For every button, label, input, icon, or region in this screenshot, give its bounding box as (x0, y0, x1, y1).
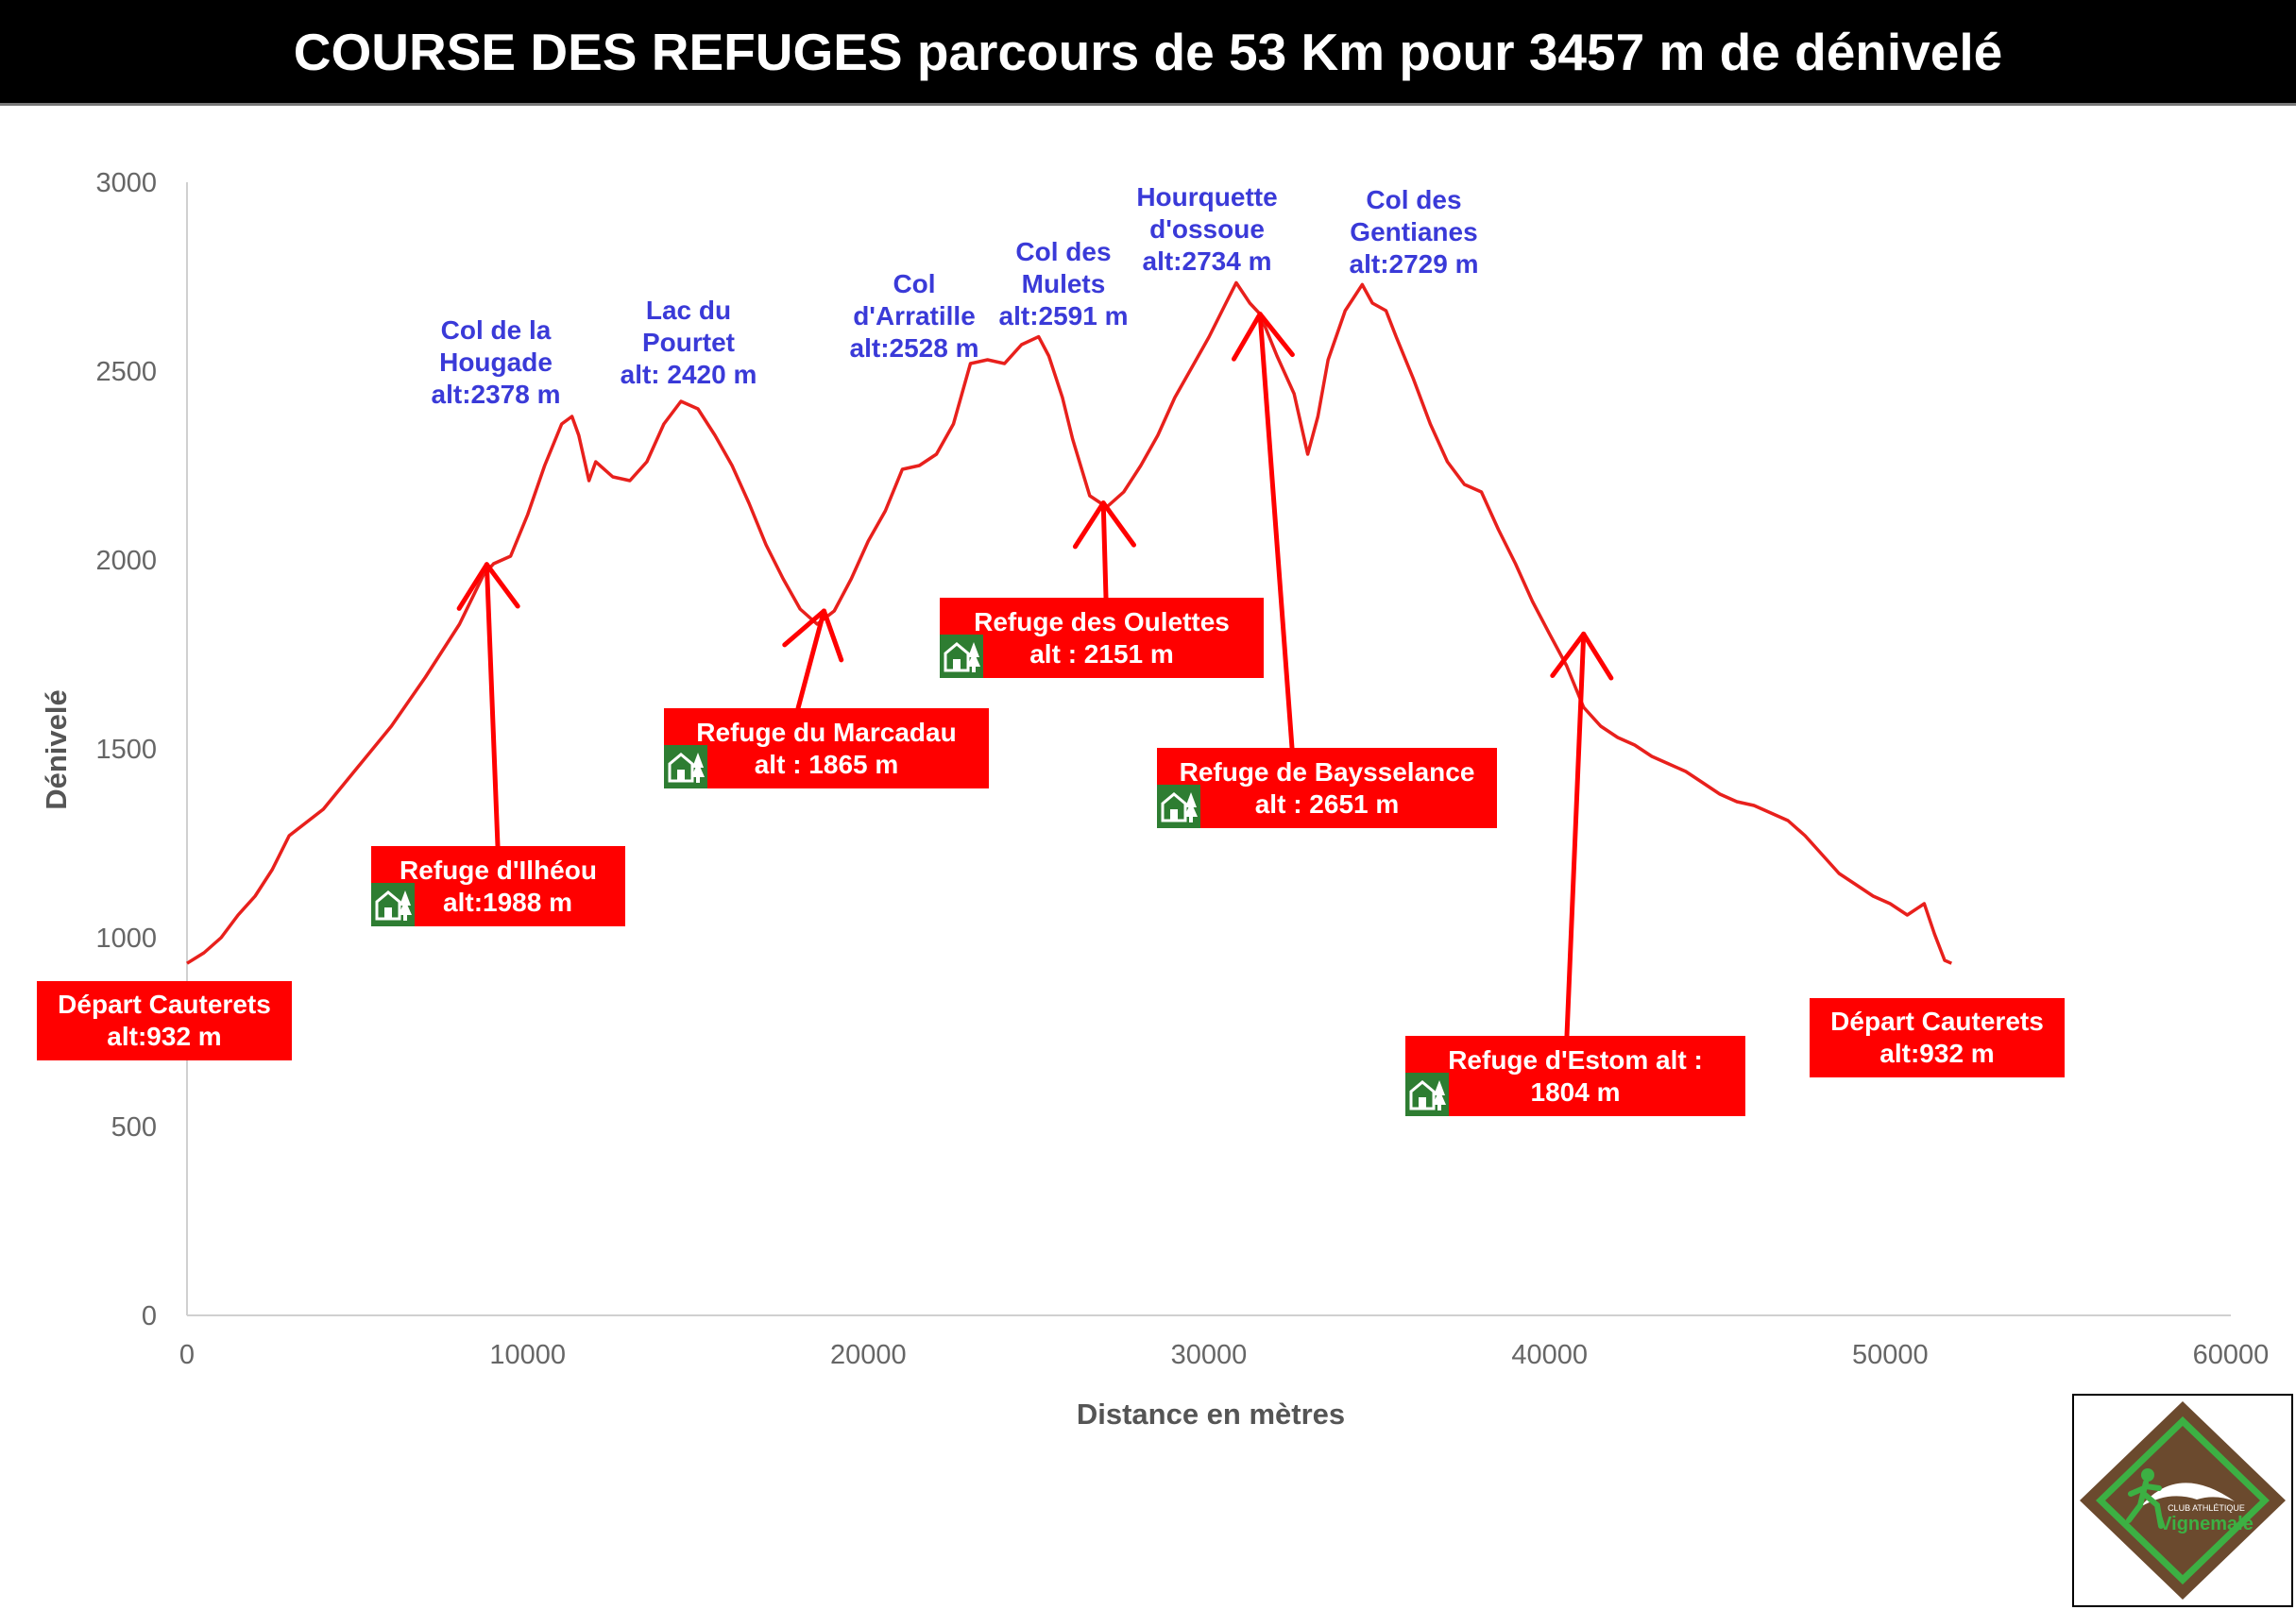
peak-label-line: Col (893, 269, 936, 298)
peak-label-line: Pourtet (642, 328, 735, 357)
peak-label-line: Lac du (645, 296, 732, 325)
y-tick-label: 1500 (95, 735, 157, 765)
refuge-oulettes-alt: alt : 2151 m (1029, 638, 1174, 669)
refuge-label-baysselance: Refuge de Baysselance alt : 2651 m (1157, 748, 1497, 828)
logo-name-text: Vignemale (2159, 1514, 2253, 1534)
finish-label-line2: alt:932 m (1879, 1039, 1995, 1068)
refuge-label-estom: Refuge d'Estom alt : 1804 m (1405, 1036, 1745, 1116)
start-label-line2: alt:932 m (107, 1022, 222, 1051)
refuge-hut-icon (664, 745, 707, 788)
refuge-hut-icon (371, 883, 415, 926)
arrow-refuge-estom (1550, 631, 1614, 1039)
peak-label-line: Mulets (1021, 269, 1106, 298)
refuge-label-ilheou: Refuge d'Ilhéou alt:1988 m (371, 846, 625, 926)
club-logo: CLUB ATHLÉTIQUE Vignemale (2072, 1394, 2293, 1607)
peak-label-line: alt:2591 m (998, 301, 1129, 330)
start-label: Départ Cauterets alt:932 m (37, 981, 292, 1060)
peak-label-line: Col des (1015, 237, 1112, 266)
x-tick-label: 30000 (1171, 1340, 1248, 1370)
elevation-series-line (186, 280, 1953, 965)
peak-label-line: alt:2528 m (849, 333, 979, 363)
refuge-hut-icon (940, 635, 983, 678)
arrow-refuge-oulettes (1072, 500, 1137, 601)
refuge-marcadau-alt: alt : 1865 m (754, 749, 899, 779)
x-tick-label: 20000 (830, 1340, 907, 1370)
y-tick-label: 3000 (95, 168, 157, 198)
peak-label-col-gentianes: Col des Gentianes alt:2729 m (1350, 184, 1479, 280)
y-tick-label: 2500 (95, 357, 157, 387)
refuge-label-marcadau: Refuge du Marcadau alt : 1865 m (664, 708, 989, 788)
arrow-refuge-ilheou (456, 562, 520, 849)
peak-label-line: d'ossoue (1149, 214, 1265, 244)
y-tick-label: 1000 (95, 924, 157, 954)
peak-label-line: Gentianes (1350, 217, 1478, 246)
peak-label-line: Col des (1366, 185, 1462, 214)
peak-label-line: d'Arratille (853, 301, 976, 330)
x-tick-label: 10000 (489, 1340, 566, 1370)
peak-label-hourquette-ossoue: Hourquette d'ossoue alt:2734 m (1136, 181, 1277, 278)
peak-label-col-mulets: Col des Mulets alt:2591 m (999, 236, 1129, 332)
refuge-oulettes-name: Refuge des Oulettes (974, 606, 1230, 636)
vignemale-logo-icon: CLUB ATHLÉTIQUE Vignemale (2080, 1401, 2286, 1600)
refuge-estom-alt: 1804 m (1530, 1076, 1621, 1107)
x-tick-label: 60000 (2193, 1340, 2270, 1370)
x-tick-label: 50000 (1852, 1340, 1929, 1370)
peak-label-line: alt: 2420 m (620, 360, 757, 389)
y-tick-label: 0 (142, 1301, 157, 1331)
peak-label-line: Hourquette (1136, 182, 1278, 212)
chart-title: COURSE DES REFUGES parcours de 53 Km pou… (0, 0, 2296, 106)
arrow-refuge-baysselance (1231, 312, 1295, 751)
y-axis-label: Dénivelé (40, 689, 73, 810)
peak-label-line: Col de la (440, 315, 552, 345)
refuge-marcadau-name: Refuge du Marcadau (696, 717, 957, 747)
x-axis-label: Distance en mètres (1077, 1398, 1345, 1431)
y-tick-label: 2000 (95, 546, 157, 576)
arrow-refuge-marcadau (782, 608, 844, 711)
refuge-ilheou-name: Refuge d'Ilhéou (400, 855, 597, 885)
refuge-baysselance-alt: alt : 2651 m (1254, 788, 1400, 819)
refuge-label-oulettes: Refuge des Oulettes alt : 2151 m (940, 598, 1264, 678)
refuge-hut-icon (1157, 785, 1200, 828)
elevation-line (186, 280, 1953, 965)
refuge-estom-name: Refuge d'Estom alt : (1448, 1044, 1703, 1075)
refuge-ilheou-alt: alt:1988 m (443, 887, 572, 917)
start-label-line1: Départ Cauterets (58, 990, 271, 1019)
refuge-baysselance-name: Refuge de Baysselance (1179, 756, 1475, 787)
finish-label: Départ Cauterets alt:932 m (1810, 998, 2065, 1077)
peak-label-line: alt:2734 m (1142, 246, 1272, 276)
y-tick-label: 500 (111, 1112, 157, 1143)
peak-label-lac-pourtet: Lac du Pourtet alt: 2420 m (621, 295, 757, 391)
refuge-hut-icon (1405, 1073, 1449, 1116)
x-tick-label: 40000 (1511, 1340, 1588, 1370)
peak-label-line: Hougade (439, 347, 553, 377)
peak-label-col-arratille: Col d'Arratille alt:2528 m (850, 268, 979, 364)
peak-label-line: alt:2378 m (431, 380, 561, 409)
logo-club-text: CLUB ATHLÉTIQUE (2168, 1503, 2245, 1513)
peak-label-line: alt:2729 m (1349, 249, 1479, 279)
peak-label-col-hougade: Col de la Hougade alt:2378 m (432, 314, 561, 411)
finish-label-line1: Départ Cauterets (1830, 1007, 2044, 1036)
x-tick-label: 0 (179, 1340, 195, 1370)
annotation-arrows (456, 312, 1614, 1039)
